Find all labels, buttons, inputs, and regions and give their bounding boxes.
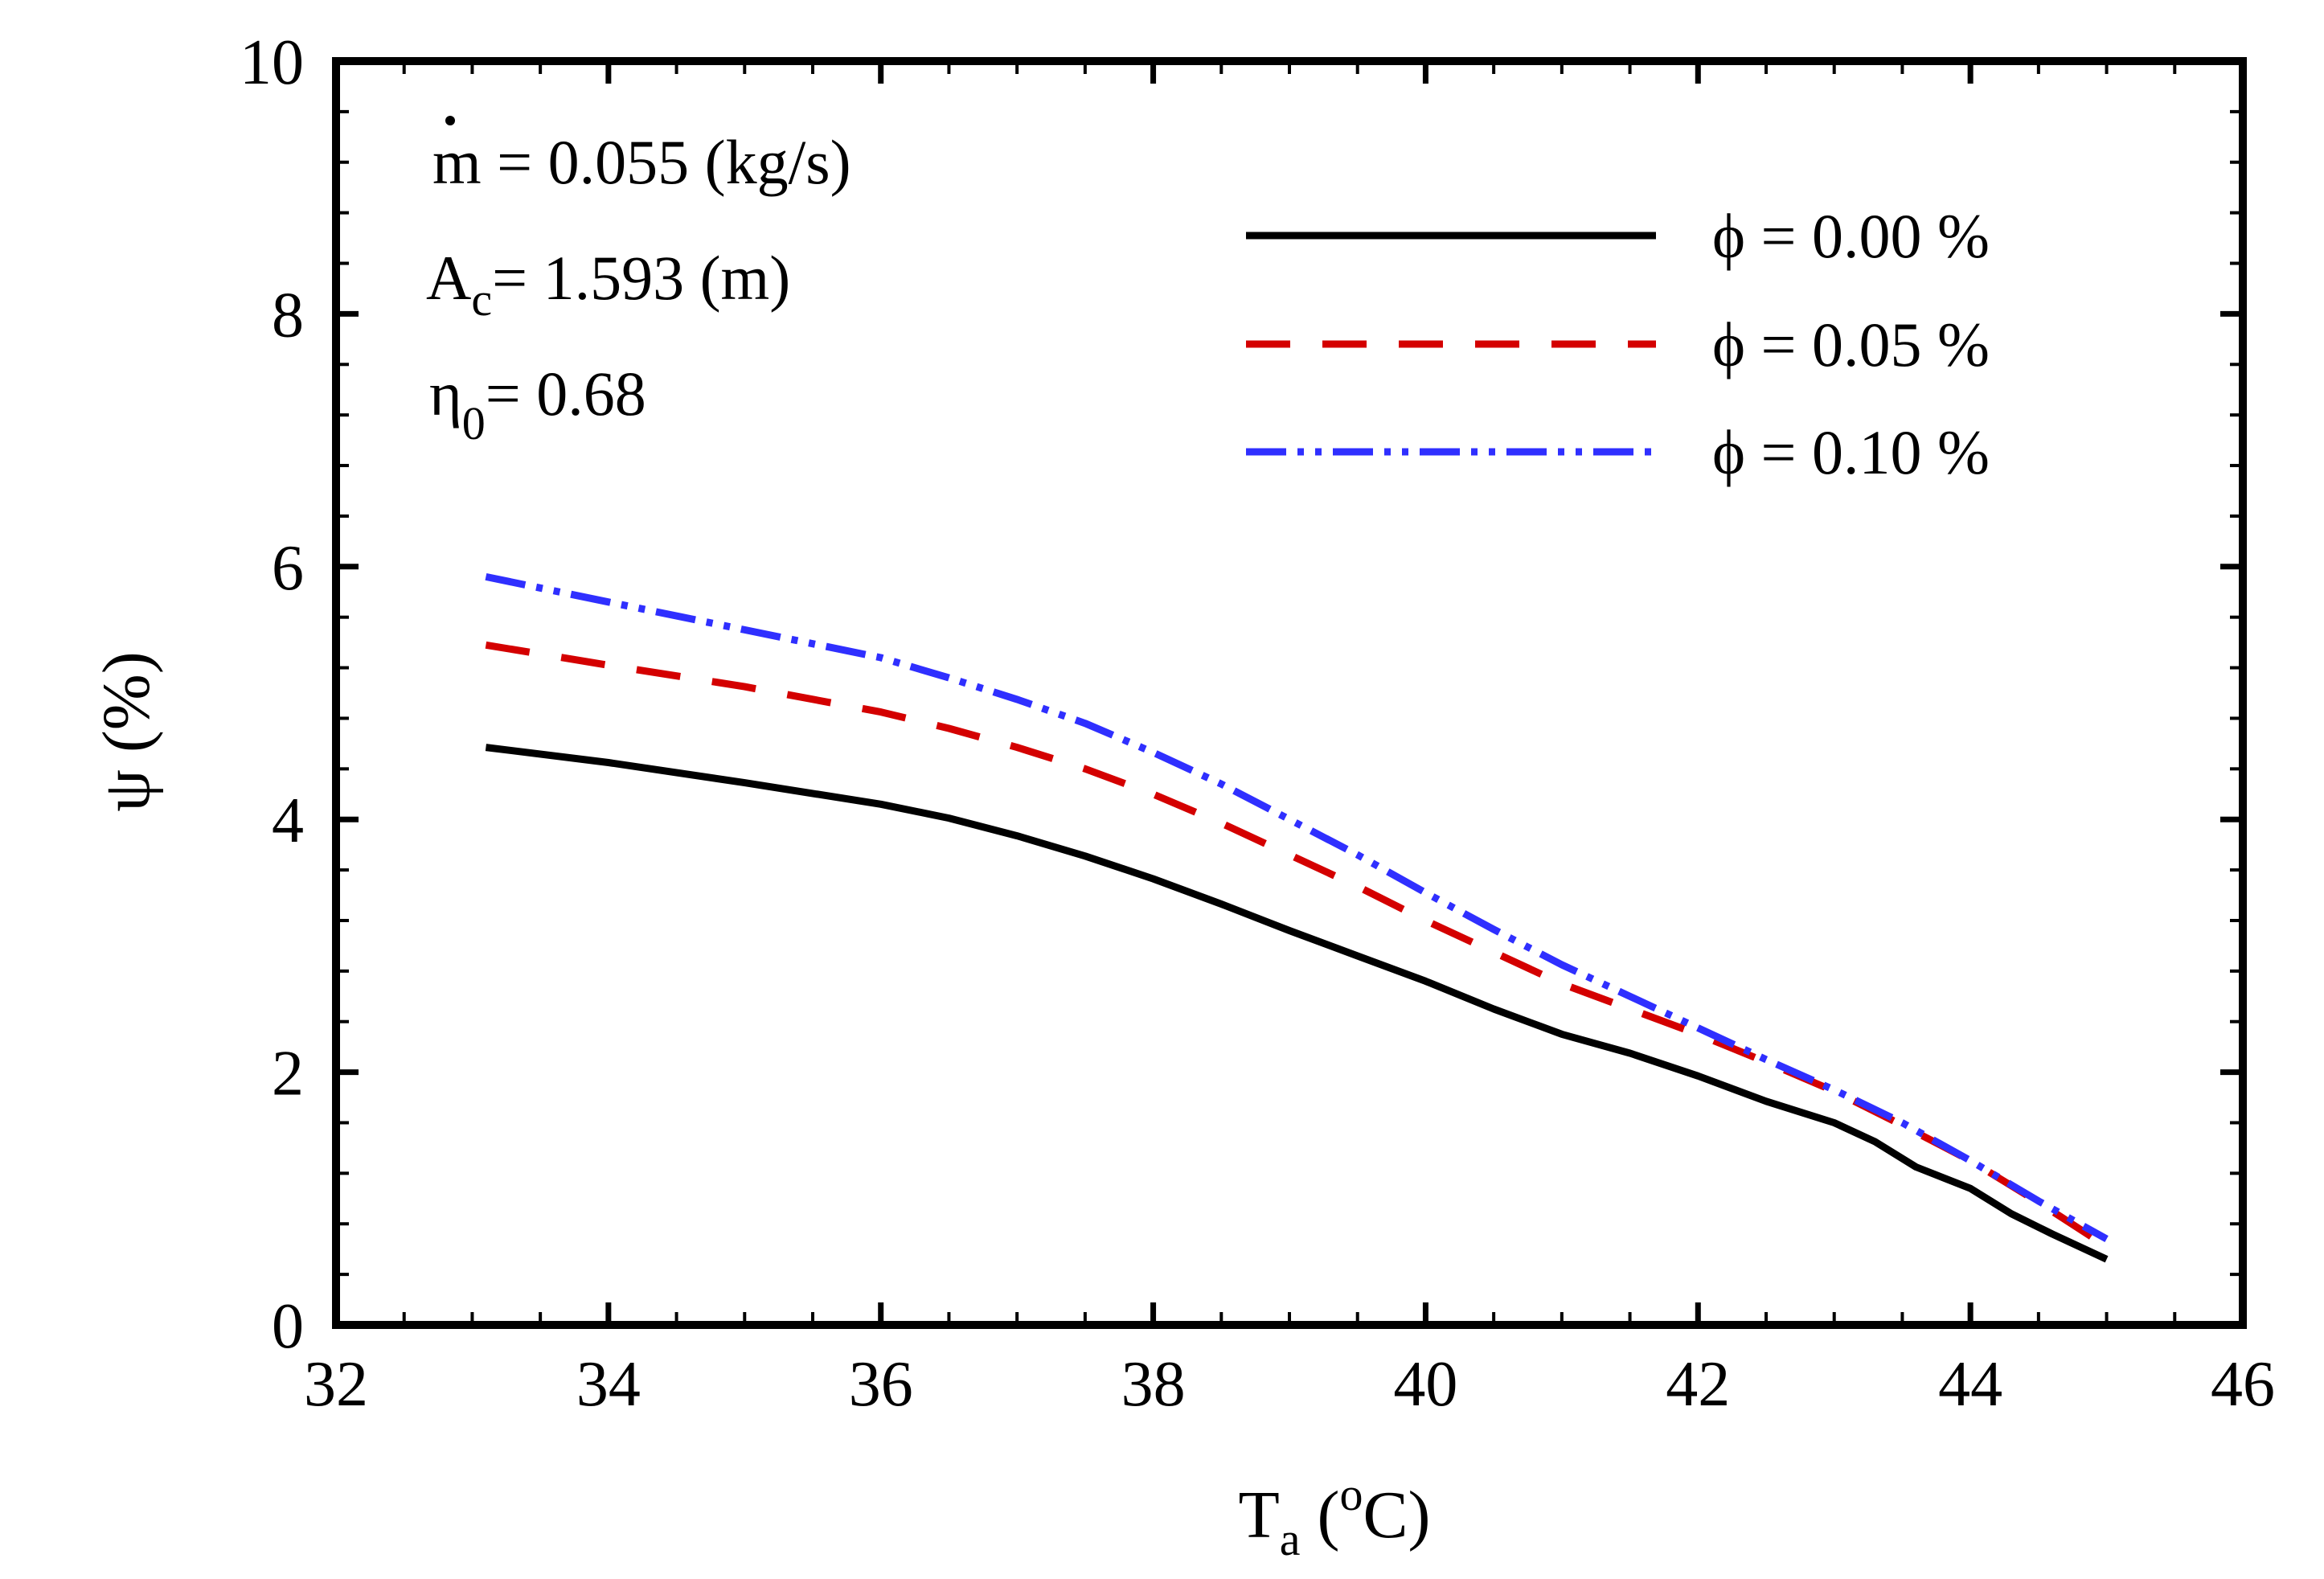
annotations: m = 0.055 (kg/s) Ac= 1.593 (m) η0= 0.68: [426, 116, 851, 449]
series-line-0: [485, 744, 2109, 1263]
x-tick-label: 46: [2211, 1349, 2275, 1420]
x-tick-label: 32: [304, 1349, 368, 1420]
series-line-2: [485, 572, 2109, 1243]
x-tick-label: 38: [1121, 1349, 1186, 1420]
legend-label-1: ϕ = 0.05 %: [1712, 310, 1990, 379]
x-tick-label: 34: [576, 1349, 641, 1420]
x-tick-label: 44: [1938, 1349, 2002, 1420]
collector-area-annotation: Ac= 1.593 (m): [426, 243, 790, 326]
y-tick-label: 6: [272, 533, 304, 604]
series-layer: [485, 572, 2109, 1263]
y-tick-label: 8: [272, 280, 304, 351]
y-axis-label: ψ (%): [89, 651, 164, 812]
y-tick-label: 2: [272, 1039, 304, 1109]
efficiency-annotation: η0= 0.68: [429, 359, 646, 449]
x-tick-label: 42: [1666, 1349, 1730, 1420]
x-tick-label: 40: [1393, 1349, 1457, 1420]
mass-flow-annotation: m = 0.055 (kg/s): [432, 127, 851, 197]
plot-frame: [332, 57, 2247, 1329]
x-axis-label: Ta (oC): [1238, 1468, 1430, 1565]
legend-label-2: ϕ = 0.10 %: [1712, 417, 1990, 487]
x-tick-label: 36: [849, 1349, 913, 1420]
legend: ϕ = 0.00 % ϕ = 0.05 % ϕ = 0.10 %: [1246, 201, 1990, 487]
y-tick-label: 0: [272, 1291, 304, 1362]
mass-flow-dot-icon: [445, 116, 455, 125]
y-tick-label: 10: [240, 27, 304, 98]
y-tick-label: 4: [272, 785, 304, 856]
legend-label-0: ϕ = 0.00 %: [1712, 201, 1990, 271]
